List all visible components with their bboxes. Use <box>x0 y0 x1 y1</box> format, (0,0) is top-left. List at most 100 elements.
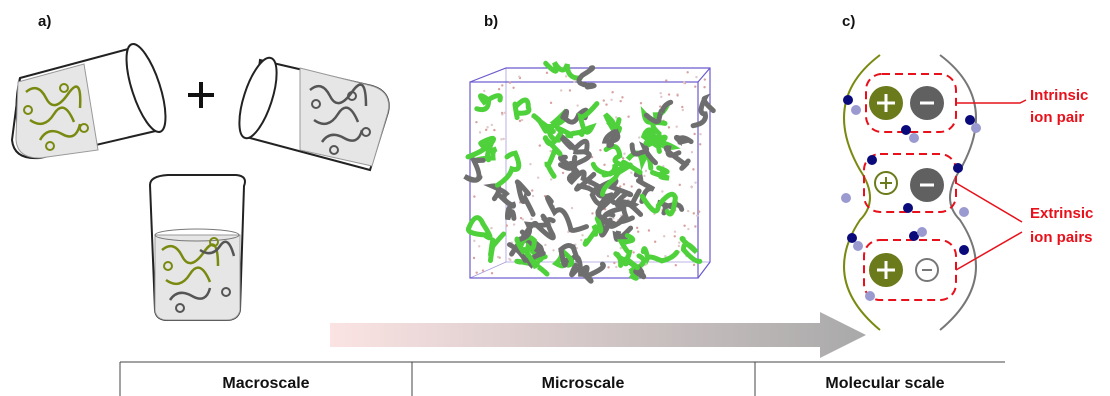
water-dot <box>674 231 676 233</box>
simulation-box <box>465 63 714 282</box>
beaker-green <box>12 40 174 158</box>
water-dot <box>683 225 685 227</box>
water-dot <box>475 121 477 123</box>
water-dot <box>546 72 548 74</box>
water-dot <box>699 133 701 135</box>
water-dot <box>699 143 701 145</box>
water-dot <box>509 82 511 84</box>
water-dot <box>521 119 523 121</box>
water-dot <box>621 96 623 98</box>
water-dot <box>630 171 632 173</box>
water-dot <box>473 240 475 242</box>
page: a) b) c) <box>0 0 1110 396</box>
water-dot <box>490 227 492 229</box>
water-dot <box>565 75 567 77</box>
water-dot <box>599 149 601 151</box>
water-dot <box>544 244 546 246</box>
water-dot <box>631 185 633 187</box>
water-dot <box>607 266 609 268</box>
water-dot <box>550 102 552 104</box>
water-dot <box>520 217 522 219</box>
water-dot <box>636 227 638 229</box>
water-dot <box>659 92 661 94</box>
polymer-chain <box>676 137 691 142</box>
water-dot <box>610 99 612 101</box>
water-dot <box>690 186 692 188</box>
water-dot <box>620 100 622 102</box>
callout-lines <box>956 100 1026 270</box>
figure: a) b) c) <box>0 0 1110 396</box>
water-dot <box>691 151 693 153</box>
water-dot <box>603 99 605 101</box>
water-dot <box>503 138 505 140</box>
water-dot <box>486 126 488 128</box>
water-dot <box>675 125 677 127</box>
water-dot <box>479 131 481 133</box>
water-dot <box>539 144 541 146</box>
water-dot <box>623 183 625 185</box>
water-dot <box>506 224 508 226</box>
water-dot <box>678 242 680 244</box>
water-dot <box>615 266 617 268</box>
water-dot <box>687 228 689 230</box>
panel-label: c) <box>842 13 855 30</box>
panel-label: a) <box>38 13 51 30</box>
polymer-chain <box>579 68 594 87</box>
water-dot <box>532 195 534 197</box>
water-dot <box>694 85 696 87</box>
water-dot <box>513 223 515 225</box>
water-dot <box>620 247 622 249</box>
water-dot <box>607 255 609 257</box>
water-dot <box>573 80 575 82</box>
beaker-gray <box>232 54 389 170</box>
polymer-chain <box>546 63 581 79</box>
water-dot <box>695 76 697 78</box>
water-dot <box>696 215 698 217</box>
water-dot <box>498 88 500 90</box>
water-dot <box>687 210 689 212</box>
water-dot <box>580 239 582 241</box>
water-dot <box>518 76 520 78</box>
table-header: Molecular scale <box>825 375 944 392</box>
water-dot <box>530 218 532 220</box>
water-dot <box>475 271 477 273</box>
water-dot <box>611 91 613 93</box>
water-dot <box>550 178 552 180</box>
water-dot <box>698 210 700 212</box>
water-dot <box>675 264 677 266</box>
water-dot <box>482 269 484 271</box>
water-dot <box>569 89 571 91</box>
panel-label: b) <box>484 13 498 30</box>
water-dot <box>576 104 578 106</box>
water-dot <box>668 93 670 95</box>
water-dot <box>500 138 502 140</box>
water-dot <box>581 234 583 236</box>
water-dot <box>485 129 487 131</box>
water-dot <box>473 257 475 259</box>
water-dot <box>632 251 634 253</box>
water-dot <box>645 170 647 172</box>
water-dot <box>537 177 539 179</box>
water-dot <box>519 120 521 122</box>
water-dot <box>693 264 695 266</box>
ion-pairs <box>869 86 944 287</box>
water-dot <box>694 181 696 183</box>
table-header: Macroscale <box>222 375 309 392</box>
water-dot <box>560 89 562 91</box>
water-dot <box>623 153 625 155</box>
water-dot <box>682 109 684 111</box>
beaker-mixed <box>150 175 245 320</box>
water-dot <box>694 225 696 227</box>
water-dot <box>529 163 531 165</box>
water-dot <box>660 96 662 98</box>
water-dot <box>491 272 493 274</box>
water-dot <box>640 102 642 104</box>
water-dot <box>668 126 670 128</box>
water-dot <box>704 78 706 80</box>
annotation-line: ion pair <box>1030 109 1084 126</box>
water-dot <box>693 212 695 214</box>
water-dot <box>509 259 511 261</box>
water-dot <box>531 189 533 191</box>
annotation-line: Extrinsic <box>1030 205 1093 222</box>
water-dot <box>665 79 667 81</box>
